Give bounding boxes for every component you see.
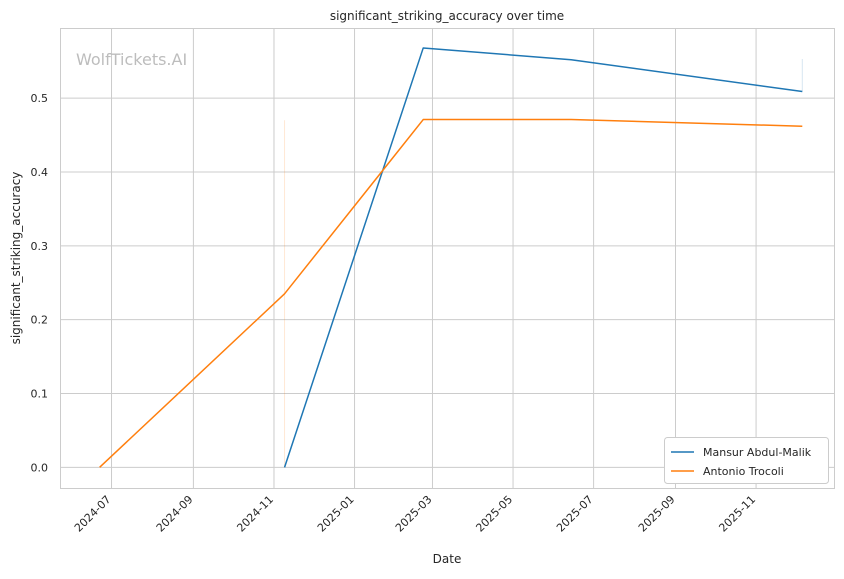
y-axis-ticks: 0.0 0.1 0.2 0.3 0.4 0.5 (31, 92, 49, 474)
x-axis-label: Date (433, 552, 462, 566)
y-axis-label: significant_striking_accuracy (9, 172, 23, 345)
legend-box (664, 437, 829, 484)
y-tick-label: 0.4 (31, 166, 49, 179)
y-tick-label: 0.1 (31, 387, 49, 400)
legend-label-antonio-trocoli: Antonio Trocoli (703, 465, 784, 478)
legend-label-mansur-abdul-malik: Mansur Abdul-Malik (703, 446, 812, 459)
y-tick-label: 0.0 (31, 461, 49, 474)
series-line-mansur-abdul-malik (283, 47, 803, 468)
series-line-antonio-trocoli (99, 118, 803, 468)
y-tick-label: 0.3 (31, 240, 49, 253)
watermark: WolfTickets.AI (76, 50, 187, 69)
y-tick-label: 0.2 (31, 314, 49, 327)
series-lines (99, 47, 803, 468)
legend: Mansur Abdul-Malik Antonio Trocoli (664, 437, 829, 484)
plot-frame (60, 28, 835, 489)
chart-title: significant_striking_accuracy over time (330, 9, 564, 23)
y-tick-label: 0.5 (31, 92, 49, 105)
